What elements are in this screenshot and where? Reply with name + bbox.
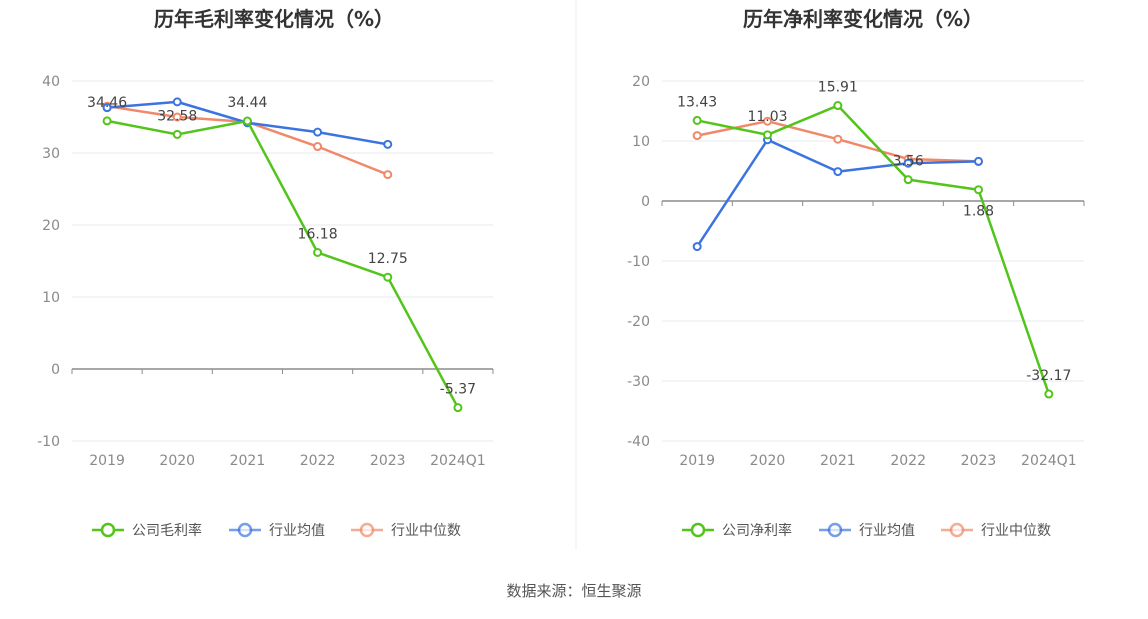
legend-item-0: 公司毛利率 [92, 522, 202, 539]
legend-marker-icon [359, 522, 375, 538]
data-label: 34.46 [87, 95, 127, 111]
data-point [313, 142, 323, 152]
data-label: 11.03 [747, 109, 787, 125]
legend-label: 行业均值 [269, 523, 325, 539]
data-point [313, 127, 323, 137]
legend-item-2: 行业中位数 [351, 522, 461, 539]
chart-title: 历年净利率变化情况（%） [743, 7, 983, 31]
data-point [102, 103, 112, 113]
data-point [172, 129, 182, 139]
data-point [453, 403, 463, 413]
data-point [383, 272, 393, 282]
data-point [763, 116, 772, 126]
data-label: 12.75 [368, 251, 408, 267]
y-tick-label: -10 [627, 254, 650, 270]
legend-label: 公司净利率 [722, 522, 792, 539]
series-line-0 [106, 119, 460, 409]
legend-marker-icon [690, 522, 706, 538]
legend-item-1: 行业均值 [819, 522, 915, 539]
net-margin-chart: 历年净利率变化情况（%） 20 10 0 -10 -20 -30 -40 2019 2020 202… [627, 7, 1085, 539]
gross-margin-chart: 历年毛利率变化情况（%） 40 30 20 10 0 -10 2019 2020 2021 2022… [37, 7, 494, 539]
data-point [383, 139, 393, 149]
data-point [172, 112, 182, 122]
x-tick-label: 2019 [679, 453, 715, 469]
data-label: -5.37 [440, 382, 476, 398]
y-tick-label: -30 [627, 374, 650, 390]
x-tick-label: 2024Q1 [430, 453, 486, 469]
series-line-2 [106, 104, 389, 176]
data-point [172, 97, 182, 107]
data-label: 16.18 [298, 227, 338, 243]
x-tick-label: 2024Q1 [1021, 453, 1077, 469]
legend-label: 行业中位数 [391, 523, 461, 539]
x-tick-label: 2020 [750, 453, 786, 469]
y-tick-label: -20 [627, 314, 650, 330]
x-tick-label: 2023 [370, 453, 406, 469]
data-point [1044, 389, 1054, 399]
data-label: 1.88 [963, 204, 994, 220]
x-tick-label: 2022 [890, 453, 926, 469]
legend-marker-icon [237, 522, 253, 538]
legend-label: 行业均值 [859, 523, 915, 539]
data-label: -32.17 [1026, 368, 1071, 384]
x-tick-label: 2021 [820, 453, 856, 469]
legend-label: 行业中位数 [981, 523, 1051, 539]
data-point [974, 156, 983, 166]
data-point [763, 130, 772, 140]
x-tick-label: 2023 [961, 453, 997, 469]
y-tick-label: 30 [42, 146, 60, 162]
data-point [102, 116, 112, 126]
data-point [692, 242, 702, 252]
y-tick-label: 10 [632, 134, 650, 150]
legend-item-0: 公司净利率 [682, 522, 792, 539]
chart-title: 历年毛利率变化情况（%） [154, 7, 394, 31]
data-label: 3.56 [893, 154, 924, 170]
y-tick-label: 20 [42, 218, 60, 234]
data-point [833, 101, 843, 111]
data-point [383, 170, 393, 180]
x-tick-label: 2019 [89, 453, 125, 469]
y-tick-label: 0 [51, 362, 60, 378]
series-line-0 [696, 104, 1051, 395]
legend-marker-icon [949, 522, 965, 538]
legend-item-2: 行业中位数 [941, 522, 1051, 539]
legend-marker-icon [827, 522, 843, 538]
y-tick-label: 0 [641, 194, 650, 210]
y-tick-label: -40 [627, 434, 650, 450]
legend-label: 公司毛利率 [132, 522, 202, 539]
data-label: 15.91 [818, 80, 858, 96]
data-point [903, 158, 913, 168]
data-point [313, 248, 323, 258]
data-label: 32.58 [157, 108, 197, 124]
data-point [242, 116, 252, 126]
data-point [692, 115, 702, 125]
data-point [903, 175, 913, 185]
x-tick-label: 2020 [159, 453, 195, 469]
legend-marker-icon [100, 522, 116, 538]
y-tick-label: 10 [42, 290, 60, 306]
data-point [692, 131, 702, 141]
series-line-1 [696, 138, 979, 248]
x-tick-label: 2021 [230, 453, 266, 469]
legend-item-1: 行业均值 [229, 522, 325, 539]
data-source: 数据来源：恒生聚源 [506, 582, 642, 600]
data-point [974, 185, 983, 195]
data-point [833, 134, 843, 144]
data-label: 34.44 [227, 95, 267, 111]
data-label: 13.43 [677, 94, 717, 110]
y-tick-label: 40 [42, 74, 60, 90]
y-tick-label: -10 [37, 434, 60, 450]
data-point [833, 167, 843, 177]
y-tick-label: 20 [632, 74, 650, 90]
x-tick-label: 2022 [300, 453, 336, 469]
